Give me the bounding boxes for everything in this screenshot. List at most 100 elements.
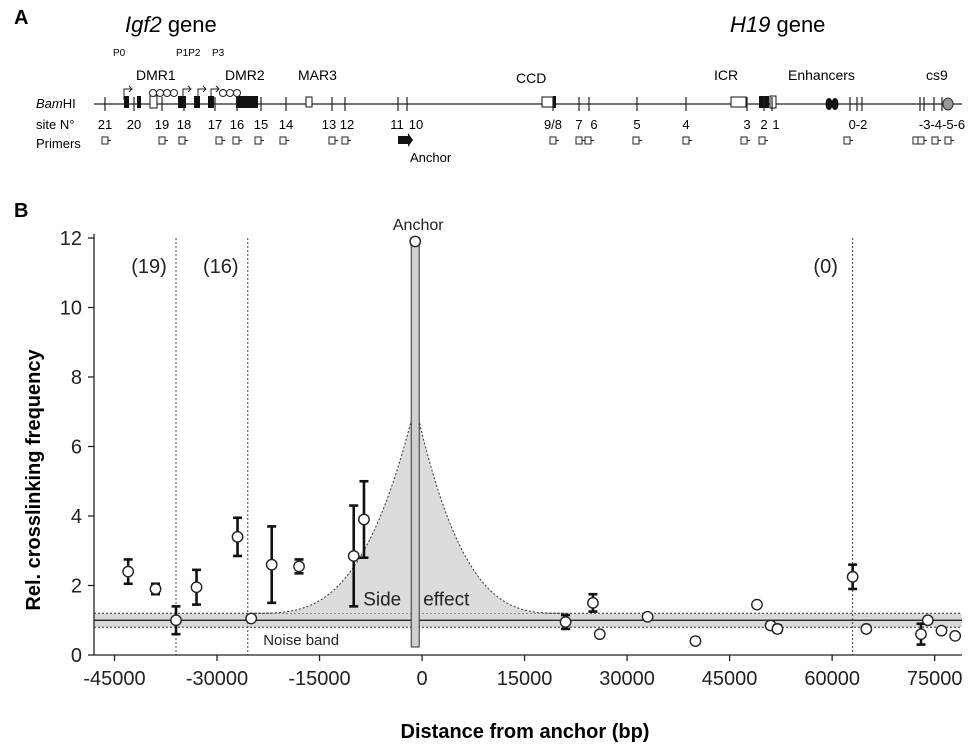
feature-enhancers: Enhancers xyxy=(788,67,855,83)
anchor-column xyxy=(410,237,420,648)
data-point xyxy=(190,581,203,594)
side-effect-label-right: effect xyxy=(423,589,470,610)
primer-marker xyxy=(758,136,766,145)
igf2-gene-title: Igf2 gene xyxy=(125,12,217,37)
site-number: 21 xyxy=(98,117,112,132)
primer-marker xyxy=(101,136,109,145)
y-tick-label: 0 xyxy=(71,645,82,667)
data-point xyxy=(921,614,934,627)
feature-p1p2: P1P2 xyxy=(176,48,201,59)
data-point xyxy=(265,558,278,571)
noise-band-label: Noise band xyxy=(263,632,339,649)
data-point xyxy=(358,513,370,526)
y-tick-label: 6 xyxy=(71,437,82,459)
data-point xyxy=(409,235,422,248)
site-number: 1 xyxy=(772,117,779,132)
site-number: 17 xyxy=(208,117,222,132)
primer-markers xyxy=(101,136,954,145)
data-point xyxy=(771,623,784,635)
site-number: 4 xyxy=(682,117,689,132)
site-number-label: site N° xyxy=(36,117,74,132)
h19-gene-title: H19 gene xyxy=(730,12,825,37)
primer-marker xyxy=(843,136,851,145)
primers-label: Primers xyxy=(36,136,81,151)
x-tick-label: 75000 xyxy=(907,668,963,690)
primer-marker xyxy=(682,136,690,145)
site-vline-label: (16) xyxy=(203,256,239,278)
x-tick-label: -15000 xyxy=(288,668,350,690)
panel-b-label: B xyxy=(14,200,28,222)
x-axis-label: Distance from anchor (bp) xyxy=(401,721,650,743)
site-number: -3-4-5-6 xyxy=(919,117,965,132)
panel-a: A Igf2 gene H19 gene P0 P1P2 P3 DMR1 DMR… xyxy=(14,7,965,165)
data-point xyxy=(347,550,360,562)
site-vline-label: (19) xyxy=(131,256,167,278)
igf2-gene-name: Igf2 xyxy=(125,12,162,37)
data-point xyxy=(846,570,859,583)
h19-gene-suffix: gene xyxy=(770,12,825,37)
site-number: 0-2 xyxy=(849,117,868,132)
data-point xyxy=(949,629,962,642)
anchor-label: Anchor xyxy=(393,217,444,234)
y-tick-label: 10 xyxy=(60,298,82,320)
primer-marker xyxy=(178,136,186,145)
primer-marker xyxy=(584,136,592,145)
h19-gene-name: H19 xyxy=(730,12,770,37)
primer-marker xyxy=(215,136,223,145)
primer-marker xyxy=(549,136,557,145)
data-point xyxy=(751,598,763,611)
plot-area: Side effect Noise band Anchor (19) (16) (0) 0 2 4… xyxy=(60,217,963,690)
site-number: 7 xyxy=(575,117,582,132)
bamhi-label: BamHI xyxy=(36,96,76,111)
feature-mar3: MAR3 xyxy=(298,67,337,83)
primer-marker xyxy=(328,136,336,145)
data-point xyxy=(293,560,305,573)
x-tick-label: 15000 xyxy=(497,668,553,690)
primer-marker xyxy=(232,136,240,145)
site-number: 14 xyxy=(279,117,293,132)
bamhi-italic: Bam xyxy=(36,96,63,111)
feature-p3: P3 xyxy=(212,48,225,59)
exon-blocks xyxy=(124,95,954,111)
x-tick-label: 60000 xyxy=(804,668,860,690)
site-number: 9/8 xyxy=(544,117,562,132)
site-number: 6 xyxy=(590,117,597,132)
y-tick-label: 8 xyxy=(71,367,82,389)
data-point xyxy=(559,616,572,628)
feature-dmr2: DMR2 xyxy=(225,67,265,83)
data-point xyxy=(860,623,873,635)
data-point xyxy=(641,610,654,623)
data-point xyxy=(689,635,702,647)
anchor-primer-label: Anchor xyxy=(410,150,452,165)
site-number: 15 xyxy=(254,117,268,132)
panel-a-label: A xyxy=(14,7,28,29)
primer-marker xyxy=(575,136,583,145)
site-number: 16 xyxy=(230,117,244,132)
site-number: 13 xyxy=(322,117,336,132)
site-number: 3 xyxy=(743,117,750,132)
data-point xyxy=(915,628,927,641)
feature-cs9: cs9 xyxy=(926,67,948,83)
site-number: 10 xyxy=(409,117,423,132)
primer-marker xyxy=(632,136,640,145)
site-number: 11 xyxy=(390,117,404,132)
side-effect-area xyxy=(251,404,566,614)
site-vline-label: (0) xyxy=(813,256,837,278)
x-tick-label: -30000 xyxy=(186,668,248,690)
data-point xyxy=(231,530,244,543)
feature-ccd: CCD xyxy=(516,70,546,86)
data-point xyxy=(935,624,948,637)
bamhi-rest: HI xyxy=(63,96,76,111)
data-point xyxy=(593,628,606,641)
data-point xyxy=(170,614,182,627)
y-tick-label: 2 xyxy=(71,576,82,598)
feature-p0: P0 xyxy=(113,48,126,59)
data-point xyxy=(149,583,162,595)
site-number: 2 xyxy=(760,117,767,132)
primer-marker xyxy=(254,136,262,145)
panel-b: B Side effect Noise band Anchor (19) (16) (0) 0… xyxy=(14,200,962,743)
y-tick-label: 12 xyxy=(60,228,82,250)
site-number: 12 xyxy=(340,117,354,132)
x-tick-label: 30000 xyxy=(599,668,655,690)
